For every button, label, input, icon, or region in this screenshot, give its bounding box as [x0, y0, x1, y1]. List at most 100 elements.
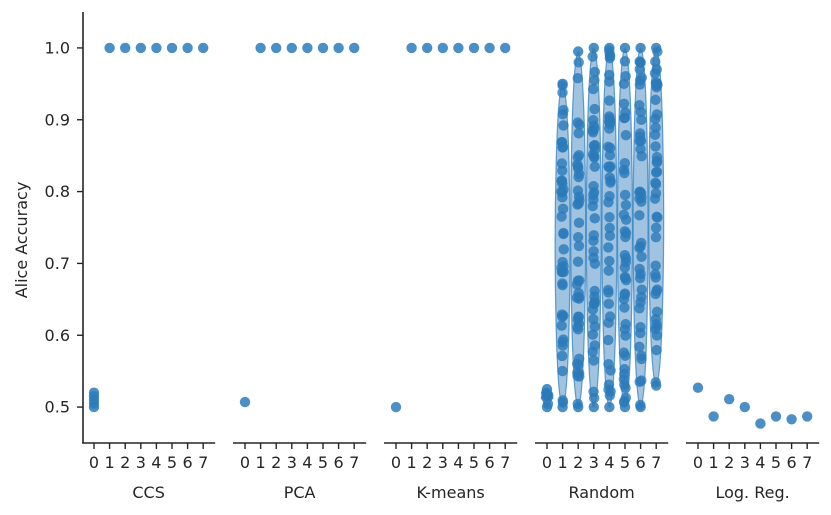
data-point	[587, 346, 598, 357]
data-point	[151, 42, 162, 54]
data-point	[572, 185, 584, 196]
x-tick-label: 4	[302, 453, 312, 472]
data-point	[724, 393, 735, 405]
data-point	[302, 42, 313, 54]
data-point	[650, 222, 662, 234]
x-tick-label: 2	[573, 453, 583, 472]
data-point	[255, 42, 266, 54]
y-tick-label: 0.7	[45, 254, 70, 273]
data-point	[605, 175, 616, 187]
x-tick-label: 5	[318, 453, 328, 472]
data-point	[558, 310, 569, 321]
data-point	[650, 314, 662, 325]
data-point	[620, 319, 631, 330]
data-point	[572, 117, 583, 128]
data-point	[468, 42, 480, 54]
x-tick-label: 1	[407, 453, 417, 472]
x-tick-label: 1	[256, 453, 266, 472]
data-point	[572, 358, 583, 369]
data-point	[541, 391, 552, 402]
x-tick-label: 5	[620, 453, 630, 472]
data-point	[619, 401, 631, 413]
data-point	[573, 367, 585, 379]
data-point	[619, 363, 630, 375]
data-point	[556, 350, 568, 362]
data-point	[603, 358, 614, 370]
data-point	[589, 213, 600, 224]
data-point	[349, 42, 360, 54]
data-point	[333, 42, 344, 54]
data-point	[589, 103, 600, 115]
x-tick-label: 2	[120, 453, 130, 472]
y-tick-label: 1.0	[45, 38, 70, 57]
panel-label: PCA	[284, 483, 316, 502]
data-point	[602, 284, 614, 296]
data-point	[636, 291, 647, 303]
data-point	[604, 190, 615, 202]
data-point	[651, 344, 662, 356]
data-point	[588, 83, 599, 95]
data-point	[603, 317, 614, 329]
data-point	[603, 298, 615, 310]
data-point	[573, 46, 584, 57]
panel-label: Log. Reg.	[715, 483, 789, 502]
x-tick-label: 6	[636, 453, 646, 472]
x-tick-label: 3	[589, 453, 599, 472]
data-point	[588, 401, 599, 413]
data-point	[739, 401, 750, 413]
data-point	[317, 42, 329, 54]
x-tick-label: 0	[391, 453, 401, 472]
data-point	[573, 293, 585, 304]
data-point	[619, 379, 630, 390]
data-point	[650, 122, 661, 133]
data-point	[635, 401, 646, 413]
data-point	[634, 210, 645, 221]
data-point	[636, 350, 647, 362]
x-tick-label: 4	[604, 453, 614, 472]
data-point	[651, 166, 663, 178]
data-point	[572, 321, 583, 333]
data-point	[271, 42, 282, 54]
data-point	[556, 211, 567, 222]
data-point	[587, 149, 599, 160]
data-point	[604, 95, 615, 106]
data-point	[636, 251, 647, 263]
data-point	[618, 209, 630, 220]
data-point	[587, 329, 599, 340]
data-point	[634, 63, 645, 75]
data-point	[604, 211, 615, 223]
x-tick-label: 2	[724, 453, 734, 472]
panel-label: Random	[568, 483, 634, 502]
data-point	[649, 68, 661, 79]
data-point	[650, 179, 662, 190]
data-point	[588, 114, 599, 126]
data-point	[634, 341, 645, 352]
data-point	[650, 94, 661, 106]
data-point	[650, 260, 661, 271]
y-tick-label: 0.5	[45, 398, 70, 417]
data-point	[619, 189, 631, 201]
x-tick-label: 4	[453, 453, 463, 472]
data-point	[692, 382, 704, 393]
data-point	[651, 321, 662, 333]
data-point	[573, 311, 584, 323]
data-point	[390, 401, 402, 413]
y-tick-label: 0.8	[45, 182, 70, 201]
data-point	[650, 288, 661, 300]
data-point	[556, 266, 568, 278]
data-point	[572, 73, 583, 84]
data-point	[588, 355, 599, 366]
data-point	[573, 217, 585, 229]
data-point	[558, 227, 569, 239]
y-tick-label: 0.9	[45, 110, 70, 129]
x-tick-label: 1	[709, 453, 719, 472]
data-point	[557, 365, 568, 377]
data-point	[802, 411, 813, 422]
data-point	[589, 298, 600, 309]
data-point	[556, 320, 567, 331]
data-point	[604, 390, 616, 401]
data-point	[619, 56, 631, 67]
data-point	[541, 401, 553, 413]
x-tick-label: 4	[755, 453, 765, 472]
